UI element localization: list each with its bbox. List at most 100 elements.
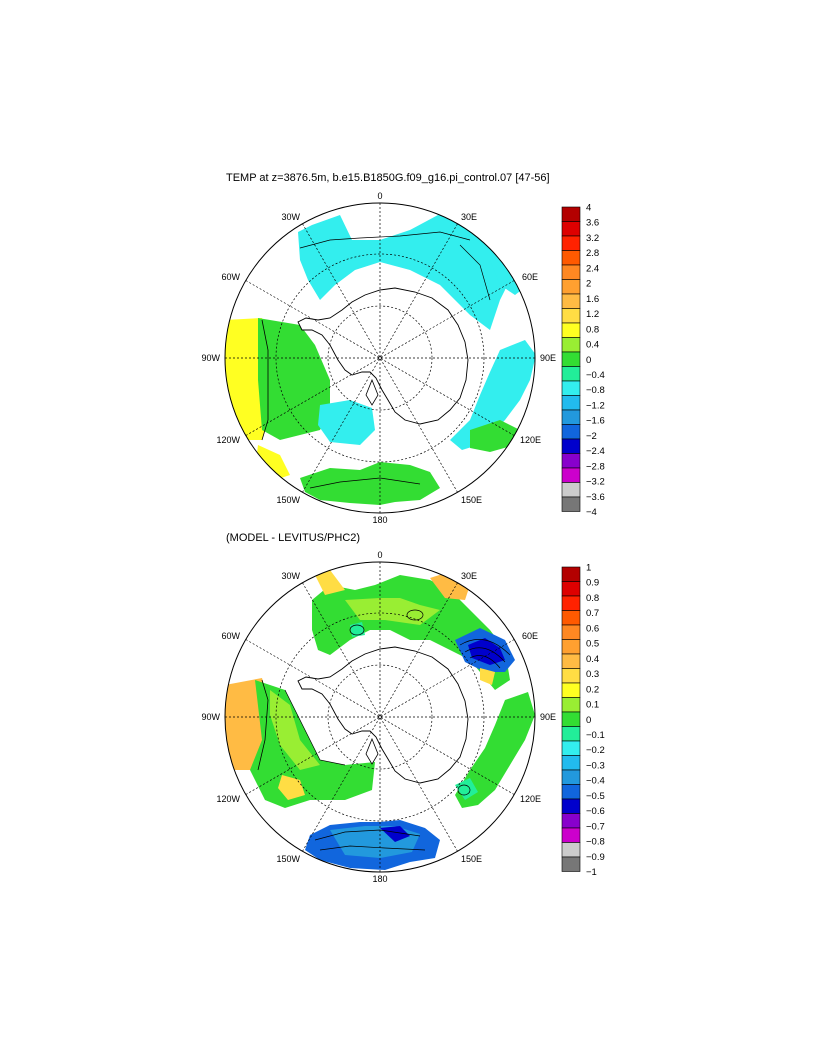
bottom-colorbar-swatch — [561, 682, 581, 698]
bottom-lon-label-180: 180 — [372, 874, 387, 884]
bottom-colorbar-label: −0.4 — [586, 776, 605, 787]
top-colorbar-label: −0.8 — [586, 385, 605, 396]
bottom-polar-map: 0 30E 60E 90E 120E 150E 180 150W 120W 90… — [201, 550, 556, 884]
bottom-colorbar-swatch — [561, 595, 581, 611]
top-colorbar-label: 1.2 — [586, 309, 599, 320]
bottom-colorbar-label: 0.1 — [586, 700, 599, 711]
top-lon-label-180: 180 — [372, 515, 387, 525]
bottom-colorbar-label: −0.6 — [586, 806, 605, 817]
bottom-colorbar-swatch — [561, 769, 581, 785]
bottom-colorbar-swatch — [561, 624, 581, 640]
top-colorbar-label: 0 — [586, 355, 591, 366]
top-colorbar-swatch — [561, 395, 581, 411]
bottom-colorbar-label: −0.3 — [586, 760, 605, 771]
top-colorbar-label: −2.4 — [586, 446, 605, 457]
bottom-colorbar-label: 0.2 — [586, 684, 599, 695]
bottom-colorbar-swatch — [561, 566, 581, 582]
bottom-colorbar-label: 1 — [586, 563, 591, 574]
bottom-colorbar-swatch — [561, 856, 581, 872]
bottom-colorbar-swatch — [561, 726, 581, 742]
bottom-graticule — [225, 562, 535, 872]
bottom-colorbar-label: 0.5 — [586, 639, 599, 650]
top-colorbar-swatch — [561, 366, 581, 382]
top-lon-label-30e: 30E — [461, 212, 477, 222]
bottom-colorbar-swatch — [561, 668, 581, 684]
top-colorbar-label: −2 — [586, 431, 597, 442]
bottom-colorbar-label: 0.6 — [586, 623, 599, 634]
bottom-antarctica-outline — [297, 646, 469, 784]
top-colorbar-label: −1.2 — [586, 400, 605, 411]
bottom-colorbar-label: 0.4 — [586, 654, 599, 665]
top-colorbar-label: 0.8 — [586, 324, 599, 335]
bottom-colorbar-label: −0.1 — [586, 730, 605, 741]
bottom-panel-title: (MODEL - LEVITUS/PHC2) — [226, 532, 361, 544]
top-colorbar-swatch — [561, 424, 581, 440]
top-colorbar-swatch — [561, 264, 581, 280]
top-colorbar-swatch — [561, 409, 581, 425]
bottom-colorbar-label: −0.5 — [586, 791, 605, 802]
top-colorbar-swatch — [561, 496, 581, 512]
bottom-map-boundary — [224, 561, 536, 873]
top-colorbar-swatch — [561, 308, 581, 324]
bottom-lon-label-90w: 90W — [201, 712, 220, 722]
top-temperature-field — [225, 215, 535, 505]
bottom-colorbar-label: −0.8 — [586, 837, 605, 848]
top-antarctica-outline — [297, 287, 469, 425]
top-colorbar-label: 2 — [586, 279, 591, 290]
top-polar-map: 0 30E 60E 90E 120E 150E 180 150W 120W 90… — [201, 191, 556, 525]
bottom-anomaly-field — [225, 570, 535, 870]
bottom-lon-label-150e: 150E — [461, 854, 482, 864]
top-lon-label-90e: 90E — [540, 353, 556, 363]
bottom-colorbar-swatch — [561, 711, 581, 727]
bottom-colorbar-swatch — [561, 581, 581, 597]
top-colorbar-label: 3.2 — [586, 233, 599, 244]
top-colorbar-label: 4 — [586, 203, 591, 214]
bottom-lon-label-90e: 90E — [540, 712, 556, 722]
bottom-colorbar-label: −0.7 — [586, 821, 605, 832]
top-lon-label-120e: 120E — [520, 435, 541, 445]
bottom-colorbar: 1 0.9 0.8 0.7 0.6 0.5 0.4 0.3 0.2 0.1 0 −0.1 −0.2 −0.… — [561, 563, 605, 878]
bottom-colorbar-swatch — [561, 740, 581, 756]
bottom-lon-label-30w: 30W — [281, 571, 300, 581]
bottom-colorbar-swatch — [561, 813, 581, 829]
bottom-lon-label-30e: 30E — [461, 571, 477, 581]
top-colorbar-label: −2.8 — [586, 461, 605, 472]
bottom-colorbar-swatch — [561, 827, 581, 843]
bottom-colorbar-label: −1 — [586, 867, 597, 878]
top-colorbar-swatch — [561, 206, 581, 222]
top-colorbar-label: 1.6 — [586, 294, 599, 305]
bottom-lon-label-150w: 150W — [276, 854, 300, 864]
top-lon-label-0: 0 — [377, 191, 382, 201]
bottom-colorbar-swatch — [561, 755, 581, 771]
top-colorbar-label: 2.4 — [586, 263, 599, 274]
bottom-colorbar-swatch — [561, 798, 581, 814]
top-colorbar-swatch — [561, 337, 581, 353]
top-lon-label-90w: 90W — [201, 353, 220, 363]
top-lon-label-60w: 60W — [221, 272, 240, 282]
top-colorbar-swatch — [561, 322, 581, 338]
top-colorbar-swatch — [561, 438, 581, 454]
bottom-colorbar-swatch — [561, 639, 581, 655]
bottom-colorbar-label: −0.2 — [586, 745, 605, 756]
top-colorbar-label: −3.2 — [586, 477, 605, 488]
top-colorbar-swatch — [561, 235, 581, 251]
top-lon-label-150w: 150W — [276, 495, 300, 505]
top-colorbar-label: 2.8 — [586, 248, 599, 259]
top-colorbar-label: 0.4 — [586, 340, 599, 351]
top-panel-title: TEMP at z=3876.5m, b.e15.B1850G.f09_g16.… — [226, 172, 550, 184]
bottom-lon-label-0: 0 — [377, 550, 382, 560]
top-colorbar-label: −4 — [586, 507, 597, 518]
top-colorbar-label: −0.4 — [586, 370, 605, 381]
top-colorbar-swatch — [561, 221, 581, 237]
bottom-colorbar-label: 0.7 — [586, 608, 599, 619]
top-colorbar-label: 3.6 — [586, 218, 599, 229]
top-colorbar-swatch — [561, 467, 581, 483]
top-colorbar-swatch — [561, 380, 581, 396]
bottom-lon-label-120e: 120E — [520, 794, 541, 804]
top-colorbar-swatch — [561, 351, 581, 367]
top-lon-label-30w: 30W — [281, 212, 300, 222]
bottom-lon-label-120w: 120W — [216, 794, 240, 804]
bottom-colorbar-label: 0.9 — [586, 578, 599, 589]
bottom-colorbar-label: −0.9 — [586, 852, 605, 863]
